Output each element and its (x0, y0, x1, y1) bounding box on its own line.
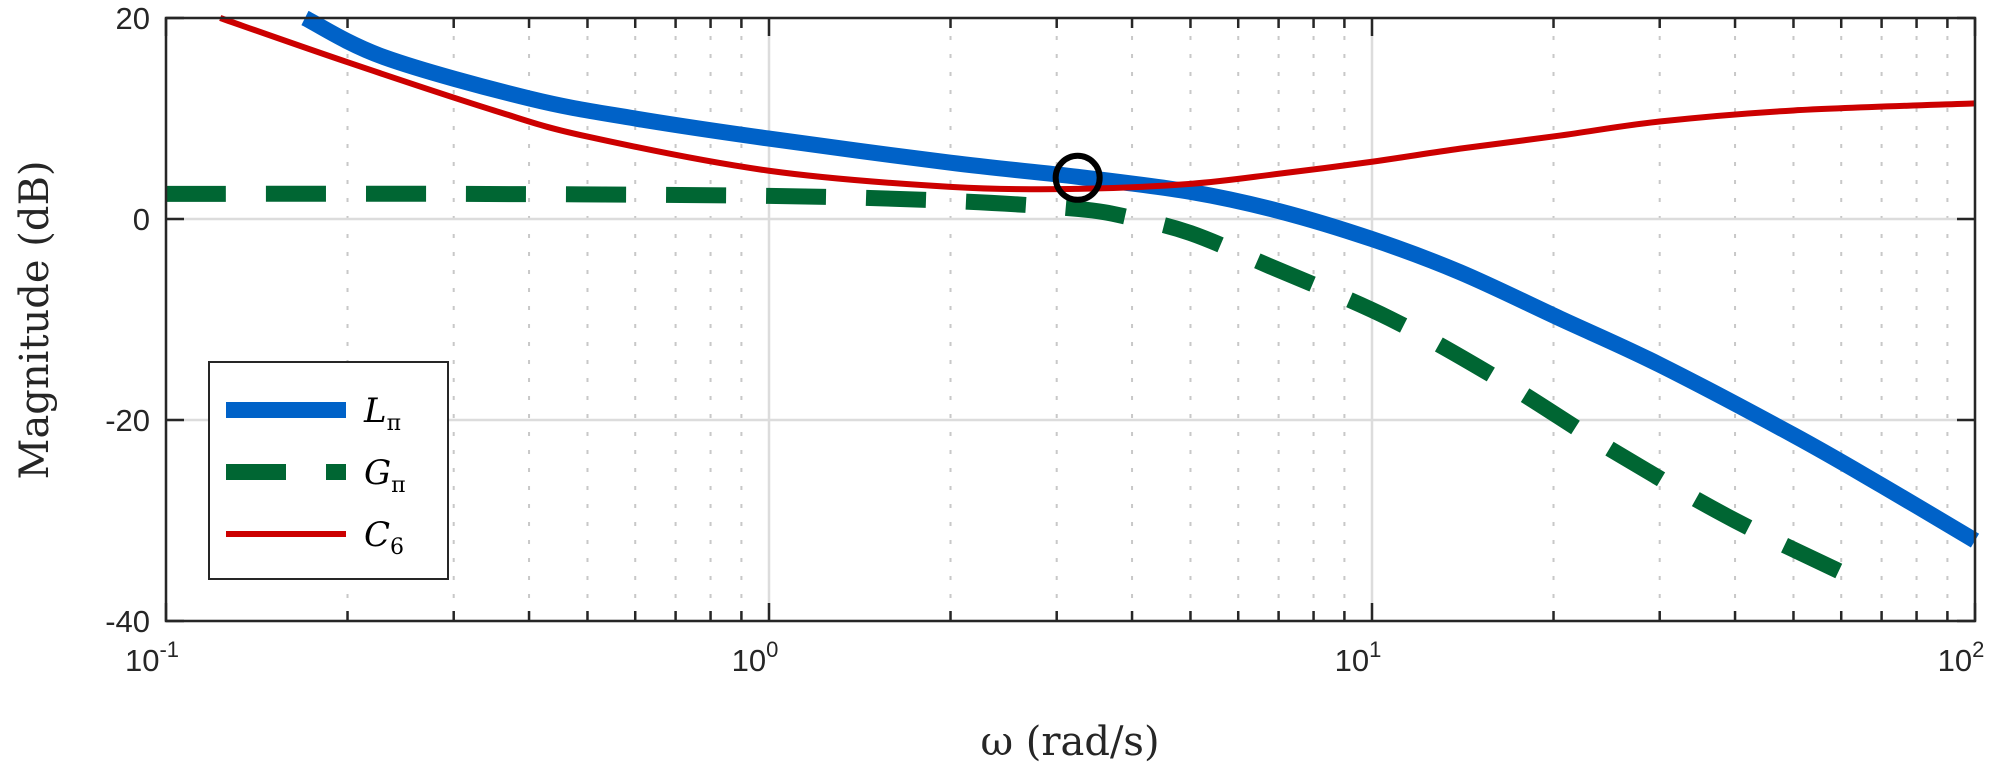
series-line-c (219, 15, 1976, 193)
y-tick-label: 0 (133, 202, 150, 237)
ticks: 10-1 100 101 102 20 0 -20 -40 (105, 1, 1984, 678)
series-line-l (301, 10, 1980, 548)
y-tick-label: -20 (105, 403, 150, 438)
x-tick-label: 10-1 (125, 637, 179, 678)
axes-box (164, 16, 1977, 623)
x-tick-label: 101 (1335, 637, 1382, 678)
x-axis-label: ω (rad/s) (980, 719, 1159, 765)
y-tick-label: -40 (105, 604, 150, 639)
y-axis-label: Magnitude (dB) (12, 160, 58, 479)
y-tick-label: 20 (116, 1, 150, 36)
x-tick-label: 102 (1938, 637, 1985, 678)
series-line-g (165, 185, 1874, 594)
x-tick-label: 100 (732, 637, 779, 678)
circle-marker (1052, 152, 1103, 203)
plot-lines (165, 10, 1980, 594)
